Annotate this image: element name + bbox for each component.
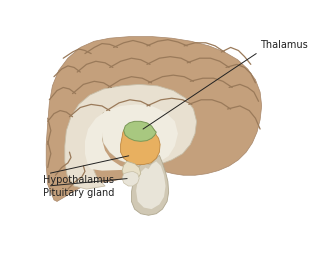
Polygon shape [122, 161, 141, 179]
Polygon shape [136, 161, 165, 209]
Text: Thalamus: Thalamus [260, 40, 308, 51]
Polygon shape [46, 37, 262, 201]
Polygon shape [122, 171, 139, 186]
Text: Pituitary gland: Pituitary gland [43, 187, 115, 198]
Polygon shape [85, 104, 178, 171]
Polygon shape [124, 121, 156, 141]
Polygon shape [121, 123, 160, 164]
Text: Hypothalamus: Hypothalamus [43, 175, 114, 185]
Polygon shape [65, 84, 196, 189]
Polygon shape [132, 155, 169, 215]
